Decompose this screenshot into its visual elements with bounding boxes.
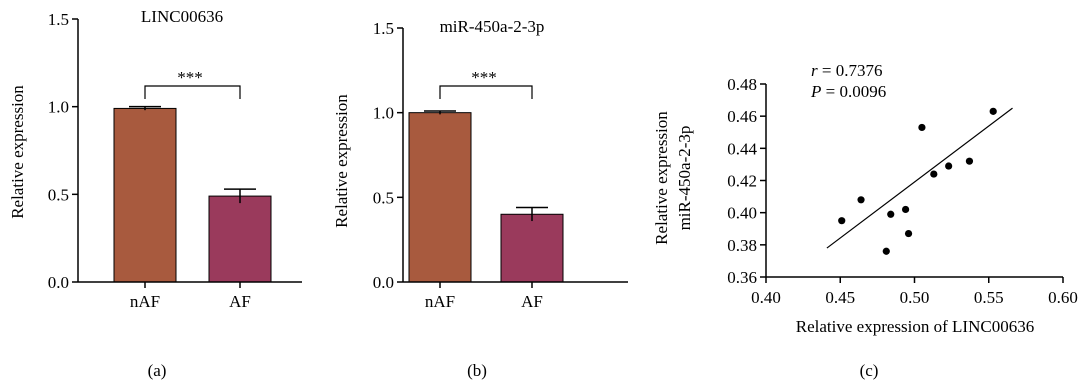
b-y-tick-label: 0.0 bbox=[373, 273, 394, 292]
panel-a-caption: (a) bbox=[148, 361, 167, 380]
a-x-tick-label: AF bbox=[229, 292, 251, 311]
panel-c-p-value: = 0.0096 bbox=[821, 82, 886, 101]
c-scatter-point bbox=[882, 247, 890, 255]
panel-c-p-statistic: P = 0.0096 bbox=[810, 82, 886, 101]
b-y-tick-label: 0.5 bbox=[373, 188, 394, 207]
a-y-tick-label: 0.0 bbox=[48, 273, 69, 292]
panel-a-y-axis-label: Relative expression bbox=[8, 85, 27, 219]
b-bar-af bbox=[500, 213, 564, 283]
panel-a-y-tick-labels: 0.0 0.5 1.0 1.5 bbox=[48, 10, 69, 292]
c-y-tick-label: 0.36 bbox=[727, 268, 757, 287]
c-y-tick-label: 0.42 bbox=[727, 172, 757, 191]
panel-b-significance-label: *** bbox=[471, 68, 497, 87]
panel-c-p-label: P bbox=[810, 82, 821, 101]
a-y-tick-label: 1.5 bbox=[48, 10, 69, 29]
a-significance-bracket bbox=[144, 85, 241, 99]
c-x-tick-label: 0.55 bbox=[974, 288, 1004, 307]
c-scatter-point bbox=[887, 210, 895, 218]
c-scatter-point bbox=[930, 170, 938, 178]
b-significance-bracket bbox=[439, 85, 533, 99]
panel-b-marks bbox=[408, 85, 564, 283]
c-y-tick-label: 0.46 bbox=[727, 107, 757, 126]
panel-c-y-tick-labels: 0.36 0.38 0.40 0.42 0.44 0.46 0.48 bbox=[727, 75, 757, 287]
b-y-tick-label: 1.0 bbox=[373, 104, 394, 123]
panel-c-r-value: = 0.7376 bbox=[818, 61, 883, 80]
panel-c-y-axis-label-line2: miR-450a-2-3p bbox=[675, 126, 694, 231]
panel-b-axes bbox=[397, 27, 628, 288]
panel-a-title: LINC00636 bbox=[141, 7, 223, 26]
panel-a-marks bbox=[113, 85, 272, 283]
c-scatter-point bbox=[904, 229, 913, 238]
c-scatter-point bbox=[945, 162, 953, 170]
panel-a-x-tick-labels: nAF AF bbox=[130, 292, 251, 311]
panel-b-x-tick-labels: nAF AF bbox=[425, 292, 543, 311]
b-y-tick-label: 1.5 bbox=[373, 19, 394, 38]
c-x-tick-label: 0.45 bbox=[825, 288, 855, 307]
c-scatter-point bbox=[838, 217, 846, 225]
panel-c-r-label: r bbox=[811, 61, 818, 80]
panel-b-y-axis-label: Relative expression bbox=[332, 94, 351, 228]
c-scatter-point bbox=[857, 196, 865, 204]
c-x-tick-label: 0.60 bbox=[1048, 288, 1078, 307]
panel-c-axes bbox=[760, 83, 1064, 283]
panel-a-axes bbox=[72, 18, 302, 288]
panel-c-r-statistic: r = 0.7376 bbox=[811, 61, 882, 80]
c-y-tick-label: 0.40 bbox=[727, 204, 757, 223]
panel-a: LINC00636 Relative expression 0.0 0.5 1.0 1… bbox=[8, 7, 302, 380]
c-y-tick-label: 0.38 bbox=[727, 236, 757, 255]
a-x-tick-label: nAF bbox=[130, 292, 160, 311]
a-y-tick-label: 0.5 bbox=[48, 185, 69, 204]
panel-b-title: miR-450a-2-3p bbox=[440, 17, 545, 36]
b-x-tick-label: AF bbox=[521, 292, 543, 311]
c-y-tick-label: 0.44 bbox=[727, 139, 757, 158]
b-bar-naf bbox=[408, 112, 472, 283]
panel-c: r = 0.7376 P = 0.0096 Relative expressio… bbox=[652, 61, 1078, 380]
panel-c-marks bbox=[826, 107, 1013, 255]
a-y-tick-label: 1.0 bbox=[48, 98, 69, 117]
c-scatter-point bbox=[989, 107, 997, 115]
panel-c-caption: (c) bbox=[860, 361, 879, 380]
c-x-tick-label: 0.40 bbox=[751, 288, 781, 307]
panel-c-x-axis-label: Relative expression of LINC00636 bbox=[796, 317, 1034, 336]
a-bar-af bbox=[208, 195, 272, 283]
b-x-tick-label: nAF bbox=[425, 292, 455, 311]
c-y-tick-label: 0.48 bbox=[727, 75, 757, 94]
c-x-tick-label: 0.50 bbox=[900, 288, 930, 307]
panel-c-y-axis-label-line1: Relative expression bbox=[652, 111, 671, 245]
panel-b-y-tick-labels: 0.0 0.5 1.0 1.5 bbox=[373, 19, 394, 292]
panel-a-significance-label: *** bbox=[177, 68, 203, 87]
c-scatter-point bbox=[901, 205, 910, 214]
panel-b-caption: (b) bbox=[467, 361, 487, 380]
a-bar-naf bbox=[113, 107, 177, 283]
c-scatter-point bbox=[965, 157, 974, 165]
c-scatter-point bbox=[918, 123, 926, 132]
panel-c-x-tick-labels: 0.40 0.45 0.50 0.55 0.60 bbox=[751, 288, 1078, 307]
c-regression-line bbox=[826, 107, 1013, 249]
panel-b: miR-450a-2-3p Relative expression 0.0 0.5… bbox=[332, 17, 628, 380]
